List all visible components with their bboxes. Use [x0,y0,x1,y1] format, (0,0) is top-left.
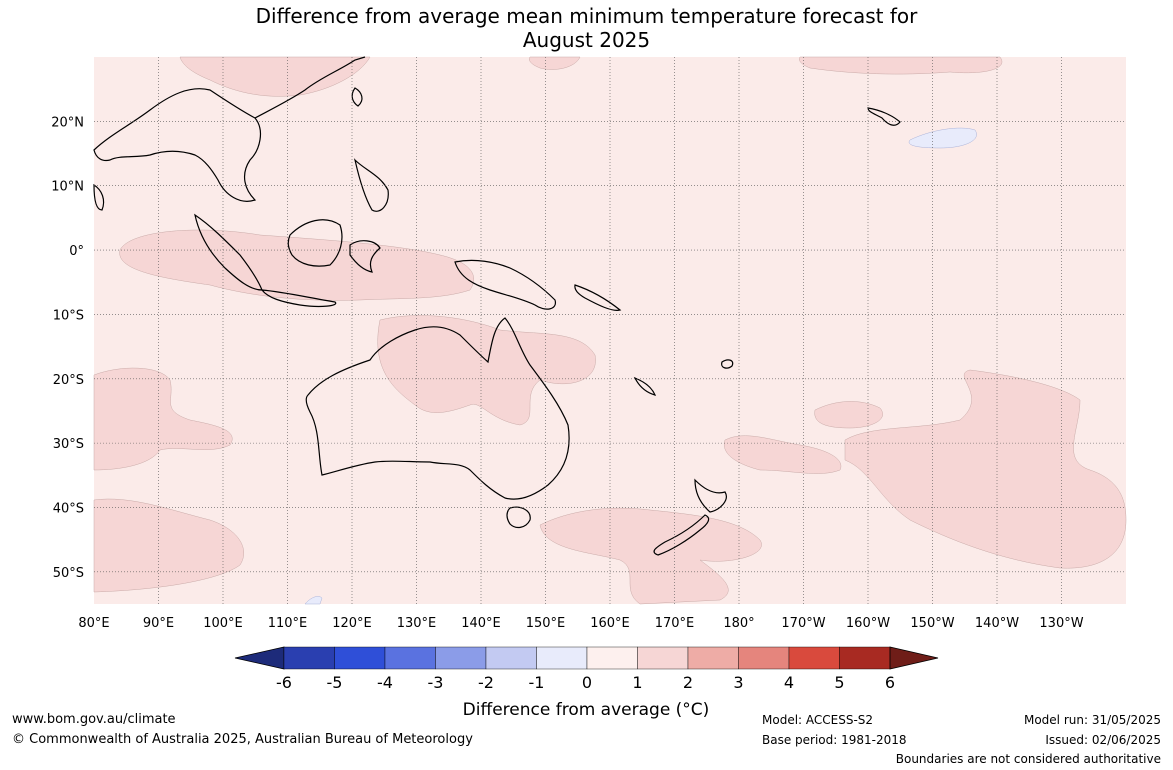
lat-tick-label: 50°S [53,566,84,581]
lat-tick-label: 10°N [51,180,84,195]
colorbar-tick-label: 6 [885,673,895,692]
latitude-labels: 20°N 10°N 0° 10°S 20°S 30°S 40°S 50°S [51,115,84,580]
map-title-line1: Difference from average mean minimum tem… [255,4,918,28]
colorbar-tick-labels: -6 -5 -4 -3 -2 -1 0 1 2 3 4 5 6 [276,673,895,692]
colorbar-tick-label: 2 [683,673,693,692]
model-run-date: Model run: 31/05/2025 [1023,713,1161,727]
lat-tick-label: 20°S [53,373,84,388]
colorbar-segment [839,646,891,670]
lat-tick-label: 10°S [53,308,84,323]
lat-tick-label: 20°N [51,115,84,130]
lon-tick-label: 120°E [332,616,372,631]
colorbar-segment [485,646,537,670]
lon-tick-label: 150°E [526,616,566,631]
colorbar-tick-label: -1 [529,673,545,692]
colorbar-tick-label: -6 [276,673,292,692]
colorbar-segment [384,646,436,670]
colorbar-tick-label: -5 [327,673,343,692]
lon-tick-label: 150°W [910,616,954,631]
lat-tick-label: 0° [69,244,84,259]
longitude-labels: 80°E 90°E 100°E 110°E 120°E 130°E 140°E 150°E 16… [78,616,1083,631]
colorbar-tick-label: 3 [733,673,743,692]
colorbar [234,646,939,670]
lon-tick-label: 130°W [1039,616,1083,631]
copyright-text: © Commonwealth of Australia 2025, Austra… [12,732,473,747]
lon-tick-label: 110°E [268,616,308,631]
colorbar-tick-label: 4 [784,673,794,692]
lon-tick-label: 160°E [590,616,630,631]
lat-tick-label: 30°S [53,437,84,452]
warm-anomaly-regions [93,56,1127,605]
website-link[interactable]: www.bom.gov.au/climate [12,712,176,727]
cool-anomaly-regions [304,127,977,605]
colorbar-tick-label: 5 [834,673,844,692]
colorbar-title: Difference from average (°C) [463,700,710,720]
colorbar-segment [738,646,790,670]
colorbar-tick-label: -2 [478,673,494,692]
lon-tick-label: 160°W [846,616,890,631]
colorbar-segment [788,646,840,670]
lon-tick-label: 140°W [975,616,1019,631]
lon-tick-label: 80°E [78,616,109,631]
lon-tick-label: 130°E [397,616,437,631]
colorbar-tick-label: -3 [428,673,444,692]
lon-tick-label: 140°E [461,616,501,631]
colorbar-segment [435,646,487,670]
colorbar-extend-high [889,646,939,670]
colorbar-segment [536,646,588,670]
colorbar-segment [334,646,386,670]
coastlines [93,56,901,556]
colorbar-tick-label: 0 [582,673,592,692]
colorbar-segment [637,646,689,670]
lon-tick-label: 180° [723,616,754,631]
colorbar-segment [283,646,335,670]
colorbar-tick-label: -4 [377,673,393,692]
colorbar-segment [586,646,638,670]
colorbar-segment [687,646,739,670]
map-title-line2: August 2025 [522,28,651,52]
lon-tick-label: 90°E [143,616,174,631]
lon-tick-label: 170°E [655,616,695,631]
lat-tick-label: 40°S [53,501,84,516]
model-name: Model: ACCESS-S2 [762,713,874,727]
issued-date: Issued: 02/06/2025 [1045,733,1161,747]
base-period: Base period: 1981-2018 [762,733,907,747]
colorbar-extend-low [234,646,285,670]
graticule [94,57,1126,604]
lon-tick-label: 170°W [781,616,825,631]
lon-tick-label: 100°E [203,616,243,631]
colorbar-tick-label: 1 [632,673,642,692]
boundaries-disclaimer: Boundaries are not considered authoritat… [895,752,1161,766]
